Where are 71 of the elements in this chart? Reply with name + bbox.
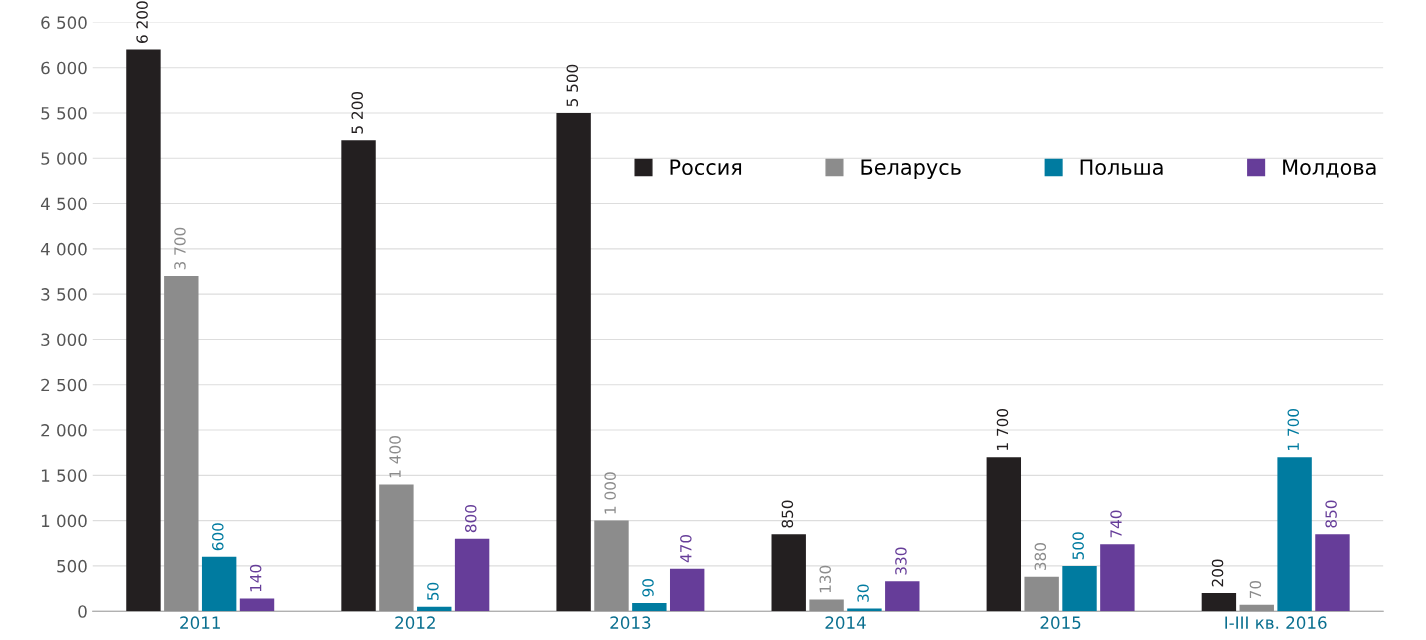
data-label: 800 [464,505,477,533]
bar [594,520,629,612]
y-tick-label: 1 000 [41,514,87,528]
x-tick-label: 2015 [1040,616,1081,629]
legend-label: Молдова [1283,159,1376,178]
y-tick-label: 6 000 [41,61,87,75]
y-tick-label: 4 500 [40,197,87,211]
data-label: 130 [819,565,831,593]
x-tick-label: 2012 [395,616,435,629]
data-label: 740 [1110,510,1122,538]
bar [164,276,199,612]
bar [341,140,376,612]
data-label: 5 200 [351,91,363,134]
bar [454,538,490,612]
data-label: 6 200 [136,1,148,43]
data-label: 30 [857,584,869,602]
bar [1201,593,1237,612]
bar [126,49,161,612]
legend-label: Беларусь [861,159,961,180]
x-tick-label: 2014 [825,616,866,629]
bar [239,598,275,612]
data-label: 330 [895,547,907,575]
bar [847,608,882,612]
bar [1277,457,1312,612]
bar [1024,576,1059,612]
data-label: 380 [1034,543,1047,571]
data-label: 5 500 [566,64,579,107]
x-tick-label: 2011 [180,616,220,629]
data-label: 850 [1325,500,1337,528]
bar [1100,544,1135,612]
y-tick-label: 3 500 [41,288,87,301]
bar [771,534,806,612]
bar [885,581,920,612]
bar [1315,534,1350,612]
bar [986,457,1022,612]
data-label: 3 700 [174,227,186,270]
data-label: 850 [781,500,794,528]
data-label: 70 [1249,580,1262,599]
y-tick-label: 2 000 [41,423,87,437]
bar [809,599,844,612]
y-tick-label: 1 500 [41,469,87,482]
y-tick-label: 4 000 [40,242,87,256]
y-tick-label: 6 500 [41,16,87,29]
data-label: 1 400 [389,436,401,478]
y-tick-label: 5 500 [41,106,87,120]
bar [556,112,591,612]
data-label: 50 [427,582,439,600]
y-tick-label: 0 [78,605,87,618]
y-tick-label: 2 500 [41,378,87,392]
y-tick-label: 5 000 [41,152,87,165]
data-label: 1 000 [604,472,616,514]
data-label: 1 700 [1287,408,1300,450]
data-label: 500 [1072,532,1084,560]
bar [632,603,667,612]
data-label: 200 [1211,559,1224,587]
bar [379,484,414,612]
bar [201,556,237,612]
legend-label: Польша [1080,159,1163,176]
data-label: 90 [642,579,654,597]
y-tick-label: 3 000 [41,333,87,347]
x-tick-label: I-III кв. 2016 [1225,616,1327,629]
bar [669,568,705,612]
data-label: 600 [212,523,224,551]
legend-label: Россия [670,159,742,176]
data-label: 470 [680,534,692,563]
y-tick-label: 500 [57,559,87,573]
x-tick-label: 2013 [610,616,651,629]
data-label: 140 [249,564,262,592]
data-label: 1 700 [996,408,1009,450]
bar [1062,565,1097,612]
bar [1239,604,1274,612]
